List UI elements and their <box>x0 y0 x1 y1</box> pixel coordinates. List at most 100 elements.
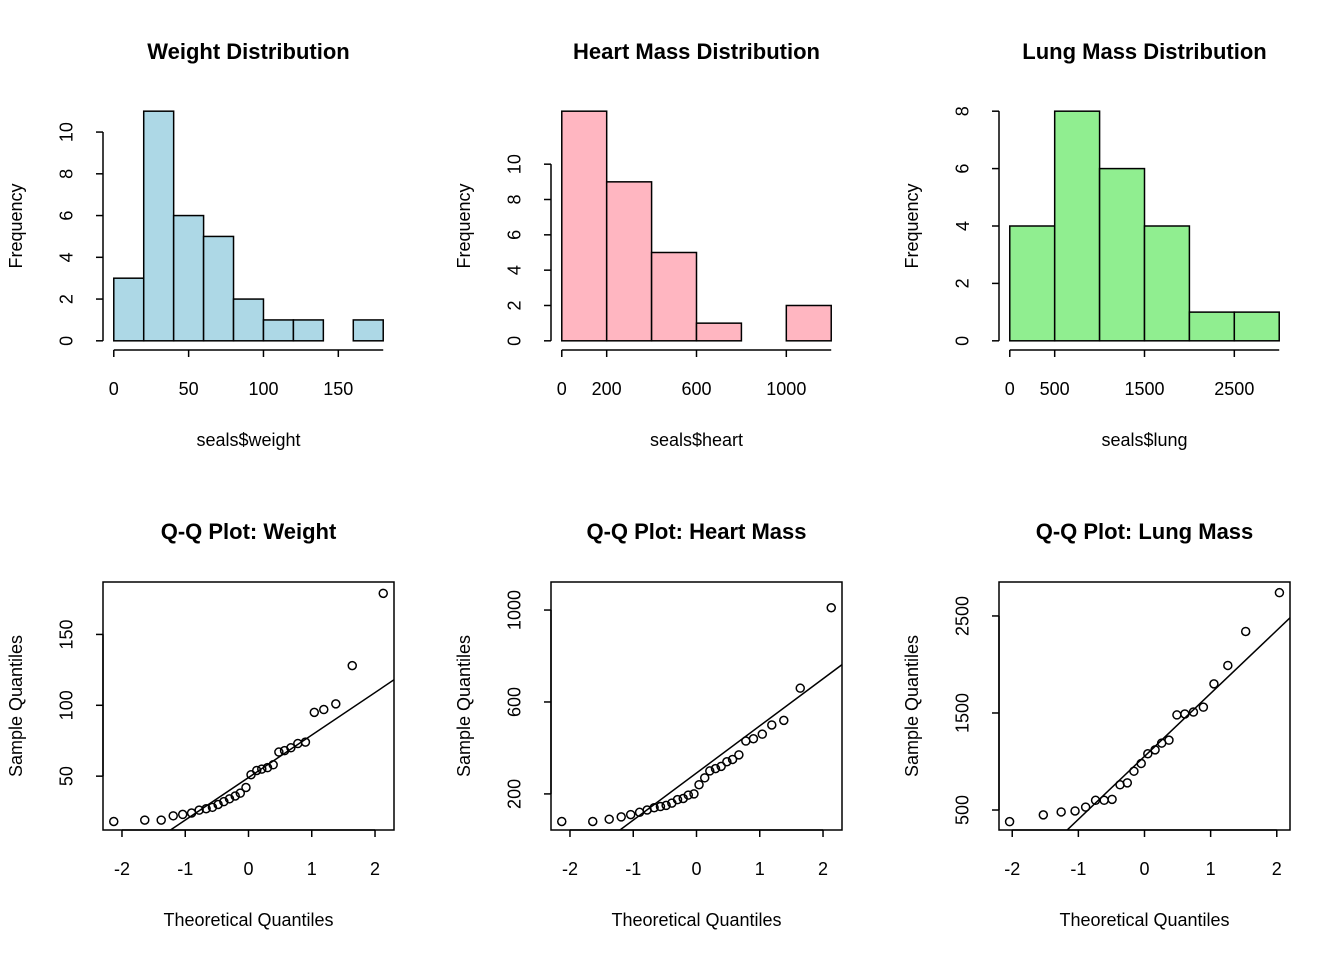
qq-point <box>1240 626 1251 637</box>
y-tick-label: 6 <box>953 164 973 174</box>
qq-point <box>1150 745 1160 755</box>
y-tick-label: 4 <box>57 252 77 262</box>
x-tick-label: 100 <box>248 379 278 399</box>
x-tick-label: -2 <box>562 859 578 879</box>
bar <box>172 214 205 342</box>
y-tick-label: 2 <box>953 278 973 288</box>
x-tick-label: 1500 <box>1124 379 1164 399</box>
x-tick-label: 0 <box>557 379 567 399</box>
qq-point <box>378 588 388 599</box>
qq-point <box>241 782 251 793</box>
y-tick-label: 10 <box>505 154 525 174</box>
qq-point <box>795 683 805 693</box>
y-tick-label: 0 <box>953 336 973 346</box>
qq-point <box>705 766 715 776</box>
plot-box <box>102 581 395 831</box>
x-tick-label: -2 <box>1004 859 1020 879</box>
qq-point <box>177 809 188 820</box>
x-axis-title: Theoretical Quantiles <box>1059 910 1229 930</box>
qq-point <box>767 720 777 730</box>
qq-point <box>300 737 311 747</box>
qq-point <box>168 811 178 821</box>
bar <box>113 277 145 342</box>
qq-point <box>331 699 341 709</box>
qq-point <box>1038 810 1049 820</box>
qq-point <box>224 794 235 804</box>
x-tick-label: 150 <box>323 379 353 399</box>
x-tick-label: 0 <box>243 859 253 879</box>
bar <box>1143 225 1191 342</box>
qq-point <box>655 801 666 812</box>
panel-title: Q-Q Plot: Heart Mass <box>586 519 806 544</box>
y-tick-label: 100 <box>57 690 77 720</box>
x-tick-label: 2 <box>1272 859 1282 879</box>
qq-point <box>309 707 320 718</box>
qq-point <box>826 602 836 613</box>
y-axis-title: Frequency <box>6 183 26 268</box>
qq-point <box>779 715 789 726</box>
qq-point <box>625 809 636 820</box>
qq-point <box>616 812 626 822</box>
qq-point <box>156 815 166 825</box>
qq-point <box>694 779 704 790</box>
y-tick-label: 50 <box>57 766 77 786</box>
y-tick-label: 8 <box>505 194 525 204</box>
qq-point <box>661 800 671 811</box>
plot-box <box>550 581 843 831</box>
x-tick-label: 1000 <box>766 379 806 399</box>
y-tick-label: 6 <box>57 211 77 221</box>
qq-point <box>604 814 614 824</box>
qq-point <box>1164 735 1174 745</box>
x-axis-title: Theoretical Quantiles <box>611 910 781 930</box>
y-axis-title: Sample Quantiles <box>454 635 474 777</box>
x-tick-label: 2 <box>370 859 380 879</box>
qq-point <box>672 794 683 805</box>
panel: Q-Q Plot: Lung Mass Theoretical Quantiles… <box>902 519 1291 930</box>
x-tick-label: 0 <box>691 859 701 879</box>
x-tick-label: 0 <box>1139 859 1149 879</box>
bar <box>1009 225 1056 342</box>
qq-point <box>262 762 273 773</box>
qq-point <box>1209 679 1219 689</box>
qq-point <box>588 816 598 827</box>
x-axis-title: seals$heart <box>650 430 743 450</box>
qq-point <box>1198 702 1209 712</box>
x-tick-label: -1 <box>625 859 641 879</box>
y-tick-label: 200 <box>505 779 525 809</box>
y-tick-label: 6 <box>505 230 525 240</box>
panel: Q-Q Plot: Heart Mass Theoretical Quantile… <box>454 519 843 930</box>
y-tick-label: 0 <box>505 336 525 346</box>
bar <box>292 319 325 342</box>
bar <box>142 110 175 342</box>
qq-point <box>1180 709 1190 719</box>
bar <box>1053 110 1101 342</box>
bar <box>262 319 295 342</box>
qq-point <box>1004 816 1015 827</box>
qq-line <box>618 664 842 830</box>
bar <box>202 235 235 342</box>
x-tick-label: -2 <box>114 859 130 879</box>
y-tick-label: 4 <box>953 221 973 231</box>
qq-point <box>1188 707 1199 717</box>
panel: Q-Q Plot: Weight Theoretical Quantiles Sam… <box>6 519 395 930</box>
y-tick-label: 2 <box>505 300 525 310</box>
qq-point <box>286 743 296 753</box>
qq-point <box>219 796 229 807</box>
x-tick-label: 2500 <box>1214 379 1254 399</box>
panel-title: Q-Q Plot: Weight <box>161 519 337 544</box>
bar <box>1188 311 1236 342</box>
qq-point <box>1274 587 1285 598</box>
qq-point <box>109 816 119 827</box>
y-tick-label: 600 <box>505 687 525 717</box>
qq-point <box>683 790 694 800</box>
qq-point <box>257 764 267 774</box>
qq-point <box>557 816 567 827</box>
panel-title: Lung Mass Distribution <box>1022 39 1266 64</box>
qq-point <box>1122 778 1133 788</box>
y-tick-label: 1000 <box>505 590 525 630</box>
x-tick-label: 500 <box>1040 379 1070 399</box>
qq-point <box>1136 758 1146 769</box>
y-tick-label: 10 <box>57 122 77 142</box>
qq-point <box>319 704 329 715</box>
